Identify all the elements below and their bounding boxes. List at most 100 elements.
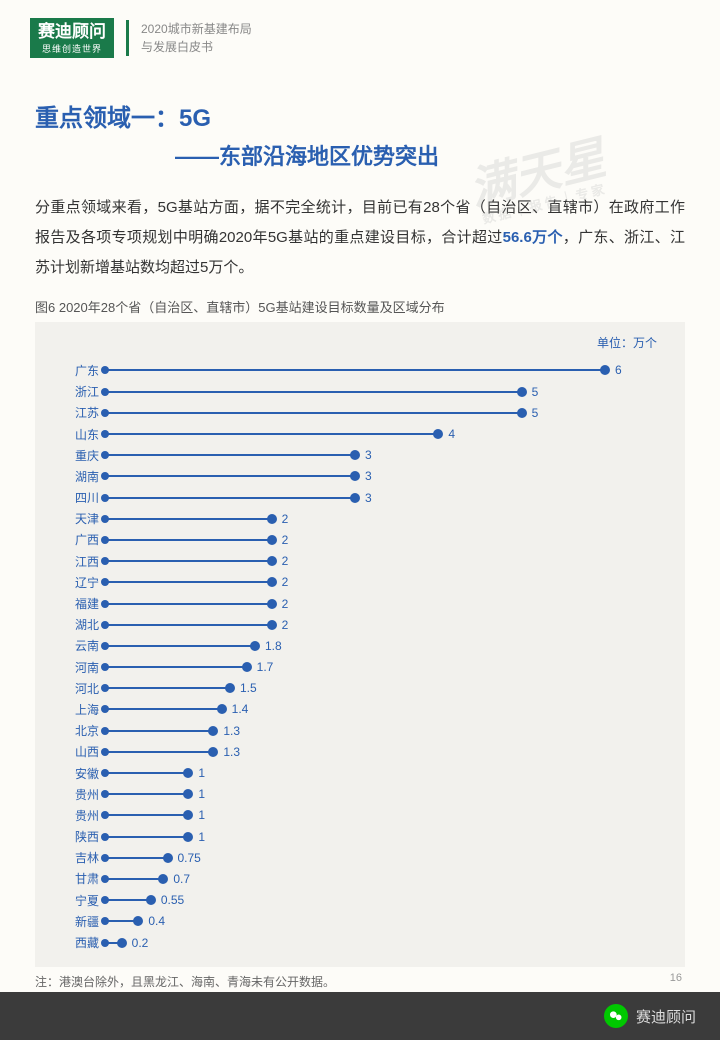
bar-line (105, 645, 255, 647)
bar-label: 河北 (53, 680, 105, 697)
bar-track: 1.3 (105, 720, 667, 741)
section-subtitle: ——东部沿海地区优势突出 (35, 139, 685, 171)
bar-row: 贵州 1 (53, 805, 667, 826)
bar-row: 吉林 0.75 (53, 847, 667, 868)
bar-value: 2 (282, 554, 289, 568)
bar-label: 新疆 (53, 913, 105, 930)
bar-value: 1.4 (232, 702, 249, 716)
bar-value: 6 (615, 363, 622, 377)
page-number: 16 (670, 972, 682, 984)
bar-label: 吉林 (53, 849, 105, 866)
bar-track: 1.7 (105, 657, 667, 678)
bar-label: 云南 (53, 637, 105, 654)
bar-value: 1 (198, 808, 205, 822)
bar-track: 1 (105, 762, 667, 783)
bar-label: 宁夏 (53, 892, 105, 909)
bar-line (105, 497, 355, 499)
bar-row: 天津2 (53, 508, 667, 529)
bar-value: 1 (198, 830, 205, 844)
bar-track: 4 (105, 423, 667, 444)
bar-row: 河南 1.7 (53, 657, 667, 678)
bar-value: 0.2 (132, 936, 149, 950)
bar-label: 江西 (53, 553, 105, 570)
bar-track: 3 (105, 466, 667, 487)
wechat-icon (604, 1004, 628, 1028)
body-paragraph: 分重点领域来看，5G基站方面，据不完全统计，目前已有28个省（自治区、直辖市）在… (35, 193, 685, 283)
bar-label: 广东 (53, 362, 105, 379)
bar-line (105, 433, 438, 435)
bar-line (105, 369, 605, 371)
bar-label: 贵州 (53, 807, 105, 824)
bar-value: 0.4 (148, 914, 165, 928)
bar-line (105, 475, 355, 477)
bar-value: 1.5 (240, 681, 257, 695)
bar-track: 0.75 (105, 847, 667, 868)
bar-label: 贵州 (53, 786, 105, 803)
bar-track: 0.55 (105, 890, 667, 911)
bar-row: 上海 1.4 (53, 699, 667, 720)
bar-row: 河北 1.5 (53, 678, 667, 699)
bar-line (105, 687, 230, 689)
bar-line (105, 899, 151, 901)
bar-value: 5 (532, 406, 539, 420)
bar-label: 河南 (53, 659, 105, 676)
bars-container: 广东6浙江5江苏5山东4重庆3湖南3四川3天津2广西2江西2辽宁2福建2湖北2云… (53, 360, 667, 953)
bar-row: 甘肃 0.7 (53, 868, 667, 889)
bar-label: 上海 (53, 701, 105, 718)
bar-label: 辽宁 (53, 574, 105, 591)
bar-value: 0.75 (178, 851, 201, 865)
bar-label: 湖南 (53, 468, 105, 485)
bar-line (105, 793, 188, 795)
bar-line (105, 878, 163, 880)
section-title: 重点领域一：5G (35, 98, 685, 133)
bar-row: 四川3 (53, 487, 667, 508)
chart-unit: 单位：万个 (597, 334, 657, 351)
bar-value: 2 (282, 512, 289, 526)
bar-row: 广西2 (53, 529, 667, 550)
bar-row: 湖北2 (53, 614, 667, 635)
chart-note: 注：港澳台除外，且黑龙江、海南、青海未有公开数据。 (35, 973, 685, 990)
bar-label: 甘肃 (53, 870, 105, 887)
bar-line (105, 814, 188, 816)
highlight-number: 56.6万个 (503, 229, 563, 246)
bar-track: 6 (105, 360, 667, 381)
bar-line (105, 603, 272, 605)
bar-line (105, 624, 272, 626)
bar-value: 2 (282, 575, 289, 589)
bar-label: 湖北 (53, 616, 105, 633)
bar-track: 1.8 (105, 635, 667, 656)
bar-value: 2 (282, 597, 289, 611)
bar-line (105, 666, 247, 668)
bar-line (105, 391, 522, 393)
bar-row: 江西 2 (53, 551, 667, 572)
bar-row: 浙江5 (53, 381, 667, 402)
bar-track: 1.4 (105, 699, 667, 720)
bar-value: 1.8 (265, 639, 282, 653)
bar-value: 0.7 (173, 872, 190, 886)
bar-row: 江苏5 (53, 402, 667, 423)
bar-line (105, 857, 168, 859)
bar-row: 湖南 3 (53, 466, 667, 487)
bar-line (105, 560, 272, 562)
bar-track: 5 (105, 381, 667, 402)
bar-row: 北京1.3 (53, 720, 667, 741)
bar-track: 1 (105, 826, 667, 847)
bar-row: 辽宁 2 (53, 572, 667, 593)
bar-value: 3 (365, 469, 372, 483)
bar-line (105, 751, 213, 753)
bar-value: 3 (365, 491, 372, 505)
bar-label: 山西 (53, 743, 105, 760)
doc-title: 2020城市新基建布局 与发展白皮书 (141, 20, 252, 56)
bar-track: 2 (105, 508, 667, 529)
bar-label: 福建 (53, 595, 105, 612)
header-divider (126, 20, 129, 56)
bar-value: 5 (532, 385, 539, 399)
bar-track: 2 (105, 551, 667, 572)
bar-track: 1 (105, 805, 667, 826)
bar-value: 1.7 (257, 660, 274, 674)
bar-row: 云南 1.8 (53, 635, 667, 656)
chart-area: 单位：万个 广东6浙江5江苏5山东4重庆3湖南3四川3天津2广西2江西2辽宁2福… (35, 322, 685, 967)
bar-row: 西藏0.2 (53, 932, 667, 953)
bar-value: 3 (365, 448, 372, 462)
bar-track: 3 (105, 445, 667, 466)
